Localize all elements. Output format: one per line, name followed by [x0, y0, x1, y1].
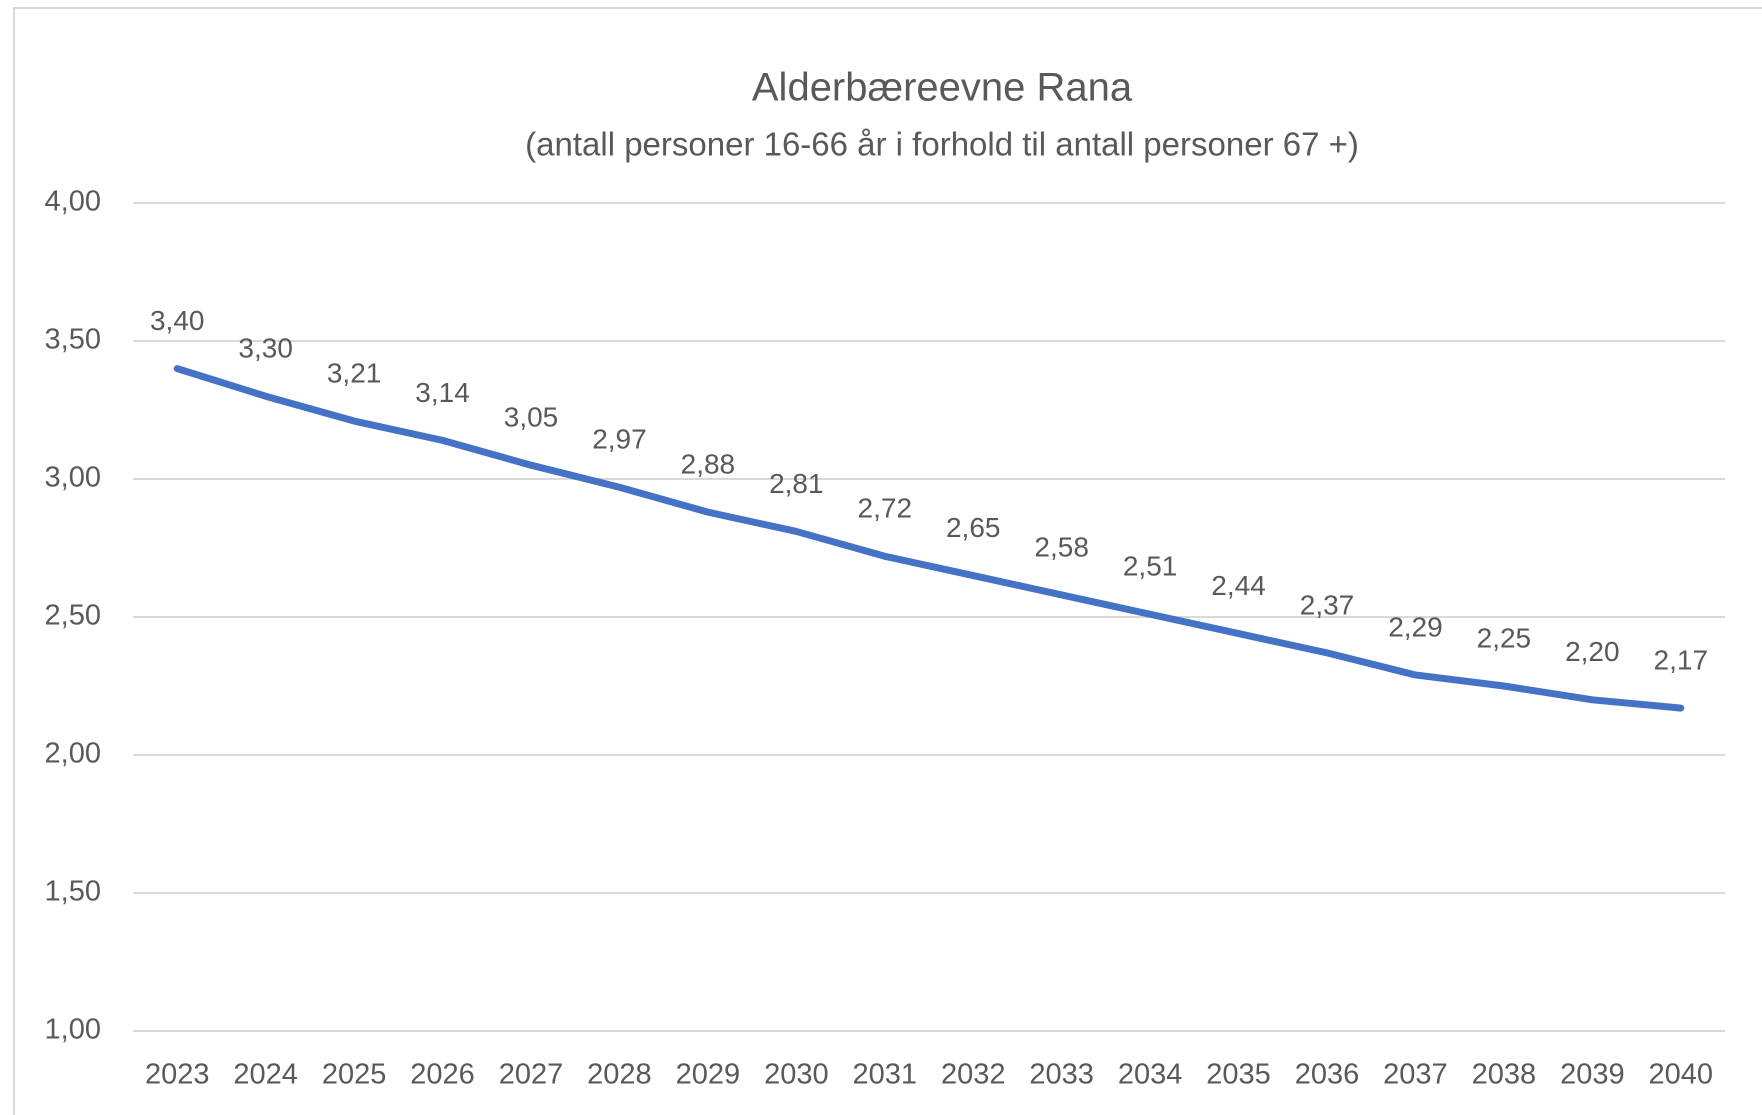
x-tick-label: 2029 [676, 1059, 741, 1091]
data-label: 3,21 [327, 357, 382, 388]
x-tick-label: 2037 [1383, 1059, 1448, 1091]
chart-subtitle: (antall personer 16-66 år i forhold til … [525, 126, 1359, 163]
data-label: 2,44 [1211, 570, 1266, 601]
x-tick-label: 2028 [587, 1059, 652, 1091]
data-label: 2,72 [858, 493, 913, 524]
y-tick-label: 1,50 [45, 876, 101, 908]
data-label: 2,29 [1388, 611, 1443, 642]
y-tick-label: 2,00 [45, 738, 101, 770]
x-tick-label: 2040 [1649, 1059, 1714, 1091]
data-label: 2,88 [681, 449, 736, 480]
y-tick-label: 3,00 [45, 462, 101, 494]
x-tick-label: 2024 [233, 1059, 298, 1091]
x-tick-label: 2025 [322, 1059, 387, 1091]
x-tick-label: 2035 [1206, 1059, 1271, 1091]
x-tick-label: 2038 [1472, 1059, 1537, 1091]
x-tick-label: 2023 [145, 1059, 210, 1091]
data-label: 2,37 [1300, 589, 1355, 620]
x-tick-label: 2026 [410, 1059, 475, 1091]
data-label: 2,58 [1034, 531, 1089, 562]
y-tick-label: 3,50 [45, 324, 101, 356]
y-tick-label: 4,00 [45, 186, 101, 218]
data-line [173, 365, 1685, 712]
y-tick-label: 1,00 [45, 1014, 101, 1046]
x-tick-label: 2036 [1295, 1059, 1360, 1091]
x-tick-label: 2032 [941, 1059, 1006, 1091]
data-label: 2,51 [1123, 551, 1178, 582]
data-label: 3,30 [238, 333, 293, 364]
data-label: 2,25 [1477, 622, 1532, 653]
x-tick-label: 2039 [1560, 1059, 1625, 1091]
data-label: 3,05 [504, 402, 559, 433]
y-tick-label: 2,50 [45, 600, 101, 632]
data-label: 2,17 [1654, 644, 1709, 675]
data-label: 2,97 [592, 424, 647, 455]
data-label: 3,40 [150, 305, 205, 336]
x-tick-label: 2031 [853, 1059, 918, 1091]
chart-title: Alderbæreevne Rana [752, 66, 1133, 110]
x-tick-label: 2027 [499, 1059, 564, 1091]
data-label: 2,81 [769, 468, 824, 499]
data-label: 3,14 [415, 377, 470, 408]
data-label: 2,65 [946, 512, 1001, 543]
x-tick-label: 2034 [1118, 1059, 1183, 1091]
data-label: 2,20 [1565, 636, 1620, 667]
chart-frame [13, 7, 1762, 1115]
x-tick-label: 2033 [1029, 1059, 1094, 1091]
x-tick-label: 2030 [764, 1059, 829, 1091]
